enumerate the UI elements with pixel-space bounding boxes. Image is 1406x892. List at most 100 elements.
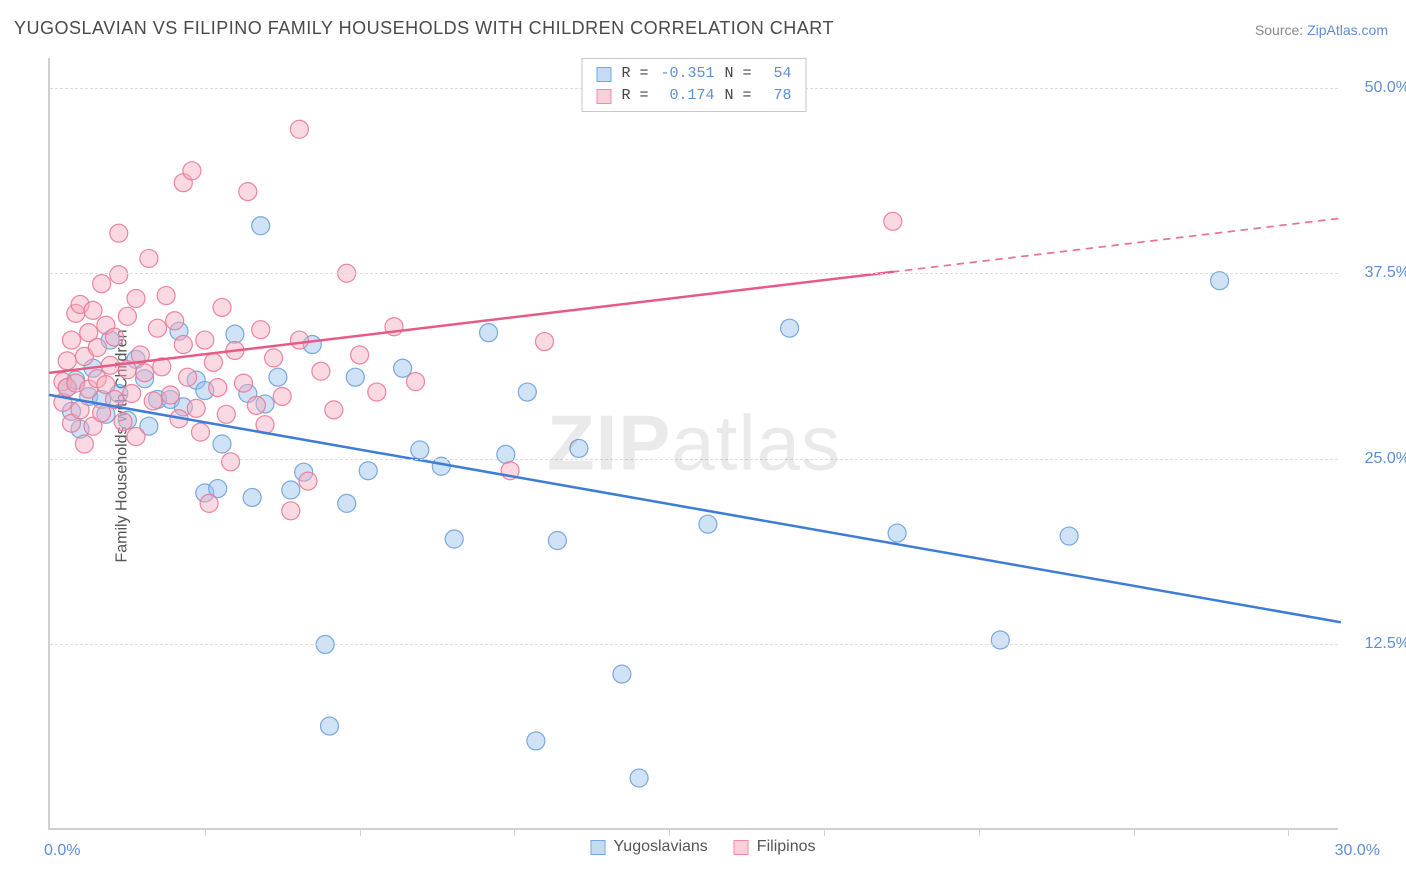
x-tick xyxy=(979,828,980,836)
plot-svg xyxy=(50,58,1338,828)
scatter-point xyxy=(213,435,231,453)
x-tick xyxy=(824,828,825,836)
scatter-point xyxy=(273,387,291,405)
scatter-point xyxy=(235,374,253,392)
trend-line xyxy=(50,395,1340,622)
scatter-point xyxy=(110,224,128,242)
scatter-point xyxy=(321,717,339,735)
legend-swatch xyxy=(591,840,606,855)
legend-item: Yugoslavians xyxy=(591,838,708,856)
legend-r-value: 0.174 xyxy=(659,85,715,107)
source-link[interactable]: ZipAtlas.com xyxy=(1307,22,1388,38)
scatter-point xyxy=(179,368,197,386)
x-max-label: 30.0% xyxy=(1335,842,1380,860)
legend-r-value: -0.351 xyxy=(659,63,715,85)
scatter-point xyxy=(991,631,1009,649)
scatter-point xyxy=(359,462,377,480)
scatter-point xyxy=(630,769,648,787)
scatter-point xyxy=(93,275,111,293)
gridline xyxy=(50,459,1338,460)
scatter-point xyxy=(93,404,111,422)
scatter-point xyxy=(114,413,132,431)
legend-r-label: R = xyxy=(621,85,648,107)
scatter-point xyxy=(480,324,498,342)
scatter-point xyxy=(1211,272,1229,290)
scatter-point xyxy=(110,266,128,284)
scatter-point xyxy=(247,396,265,414)
gridline xyxy=(50,644,1338,645)
scatter-point xyxy=(282,481,300,499)
scatter-point xyxy=(407,373,425,391)
x-tick xyxy=(669,828,670,836)
y-tick-label: 25.0% xyxy=(1348,450,1406,468)
scatter-point xyxy=(518,383,536,401)
x-tick xyxy=(205,828,206,836)
legend-swatch xyxy=(596,67,611,82)
legend-n-value: 54 xyxy=(762,63,792,85)
scatter-point xyxy=(127,428,145,446)
scatter-point xyxy=(290,331,308,349)
legend-label: Yugoslavians xyxy=(614,838,708,856)
correlation-legend: R =-0.351N =54R =0.174N =78 xyxy=(581,58,806,112)
scatter-point xyxy=(75,435,93,453)
scatter-point xyxy=(149,319,167,337)
y-tick-label: 12.5% xyxy=(1348,635,1406,653)
scatter-point xyxy=(226,325,244,343)
series-legend: YugoslaviansFilipinos xyxy=(591,838,816,856)
scatter-point xyxy=(265,349,283,367)
source-attribution: Source: ZipAtlas.com xyxy=(1255,22,1388,38)
scatter-point xyxy=(217,405,235,423)
trend-line-extrapolated xyxy=(893,218,1340,272)
scatter-point xyxy=(192,423,210,441)
scatter-point xyxy=(157,287,175,305)
scatter-point xyxy=(88,339,106,357)
scatter-point xyxy=(269,368,287,386)
scatter-point xyxy=(200,494,218,512)
scatter-point xyxy=(1060,527,1078,545)
x-tick xyxy=(1134,828,1135,836)
scatter-point xyxy=(497,445,515,463)
scatter-point xyxy=(338,494,356,512)
y-tick-label: 50.0% xyxy=(1348,79,1406,97)
scatter-point xyxy=(781,319,799,337)
scatter-point xyxy=(252,321,270,339)
scatter-point xyxy=(394,359,412,377)
scatter-point xyxy=(290,120,308,138)
scatter-point xyxy=(325,401,343,419)
legend-n-label: N = xyxy=(725,63,752,85)
scatter-point xyxy=(548,532,566,550)
scatter-point xyxy=(204,353,222,371)
scatter-point xyxy=(884,212,902,230)
scatter-point xyxy=(527,732,545,750)
scatter-point xyxy=(888,524,906,542)
scatter-point xyxy=(613,665,631,683)
y-tick-label: 37.5% xyxy=(1348,264,1406,282)
scatter-point xyxy=(58,352,76,370)
legend-n-label: N = xyxy=(725,85,752,107)
chart-container: YUGOSLAVIAN VS FILIPINO FAMILY HOUSEHOLD… xyxy=(0,0,1406,892)
scatter-point xyxy=(118,307,136,325)
scatter-point xyxy=(346,368,364,386)
scatter-point xyxy=(536,333,554,351)
scatter-point xyxy=(140,249,158,267)
scatter-point xyxy=(84,301,102,319)
scatter-point xyxy=(411,441,429,459)
legend-row: R =0.174N =78 xyxy=(596,85,791,107)
scatter-point xyxy=(239,183,257,201)
scatter-point xyxy=(161,386,179,404)
scatter-point xyxy=(209,379,227,397)
x-min-label: 0.0% xyxy=(44,842,80,860)
x-tick xyxy=(1288,828,1289,836)
legend-swatch xyxy=(596,89,611,104)
scatter-point xyxy=(299,472,317,490)
scatter-point xyxy=(127,290,145,308)
plot-area: ZIPatlas R =-0.351N =54R =0.174N =78 12.… xyxy=(48,58,1338,830)
scatter-point xyxy=(123,385,141,403)
scatter-point xyxy=(351,346,369,364)
scatter-point xyxy=(222,453,240,471)
scatter-point xyxy=(183,162,201,180)
scatter-point xyxy=(312,362,330,380)
legend-swatch xyxy=(734,840,749,855)
scatter-point xyxy=(368,383,386,401)
scatter-point xyxy=(166,312,184,330)
